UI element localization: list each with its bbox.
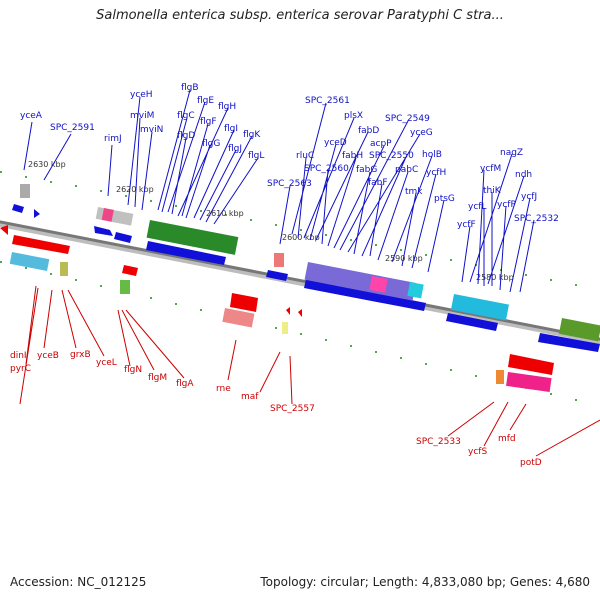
gene-label-SPC_2557: SPC_2557 [270,404,315,414]
gene-label-nagZ: nagZ [500,148,523,158]
gene-label-ycfJ: ycfJ [521,192,537,202]
gene-label-grxB: grxB [70,350,91,360]
gene-label-plsX: plsX [344,111,363,121]
gene-label-SPC_2533: SPC_2533 [416,437,461,447]
gene-label-potD: potD [520,458,542,468]
gene-label-flgA: flgA [176,379,194,389]
gene-label-yceL: yceL [96,358,117,368]
gene-label-yceH: yceH [130,90,153,100]
gene-label-yceG: yceG [410,128,433,138]
gene-label-flgL: flgL [248,151,264,161]
gene-label-SPC_2560: SPC_2560 [304,164,349,174]
gene-label-SPC_2550: SPC_2550 [369,151,414,161]
gene-label-yceA: yceA [20,111,43,121]
gene-label-flgI: flgI [224,124,238,134]
gene-label-flgE: flgE [197,96,214,106]
gene-label-ycfL: ycfL [468,202,486,212]
tick-label-2580: 2580 kbp [476,273,514,282]
gene-label-fabH: fabH [342,151,363,161]
forward-strand-genes [12,204,600,352]
gene-label-fabF: fabF [368,178,388,188]
gene-label-pyrC: pyrC [10,364,31,374]
gene-label-rne: rne [216,384,231,394]
gene-label-dinI: dinI [10,351,27,361]
reverse-gene-blocks [9,252,552,392]
gene-label-SPC_2532: SPC_2532 [514,214,559,224]
forward-leader-lines [23,89,535,293]
gene-label-ycfP: ycfP [497,200,516,210]
gene-label-tmk: tmk [405,187,423,197]
tick-marks [0,171,577,401]
gene-label-thiK: thiK [483,186,502,196]
gene-label-ycfF: ycfF [457,220,476,230]
forward-gene-blocks [20,184,600,342]
gene-label-fabD: fabD [358,126,379,136]
gene-label-flgF: flgF [200,117,217,127]
gene-label-SPC_2549: SPC_2549 [385,114,430,124]
gene-label-ndh: ndh [515,170,532,180]
tick-label-2630: 2630 kbp [28,160,66,169]
gene-label-yceD: yceD [324,138,347,148]
gene-label-SPC_2561: SPC_2561 [305,96,350,106]
gene-label-flgB: flgB [181,83,199,93]
map-title: Salmonella enterica subsp. enterica sero… [96,8,504,23]
tick-label-2620: 2620 kbp [116,185,154,194]
gene-label-flgD: flgD [177,131,195,141]
reverse-strand-genes [0,225,554,375]
gene-label-yceB: yceB [37,351,59,361]
gene-label-ptsG: ptsG [434,194,455,204]
gene-label-mviN: mviN [140,125,163,135]
gene-label-rluC: rluC [296,151,314,161]
gene-label-flgJ: flgJ [228,144,242,154]
tick-label-2600: 2600 kbp [282,233,320,242]
gene-label-SPC_2563: SPC_2563 [267,179,312,189]
gene-label-rimJ: rimJ [104,134,122,144]
accession-label: Accession: NC_012125 [10,575,147,589]
tick-label-2610: 2610 kbp [206,209,244,218]
gene-label-SPC_2591: SPC_2591 [50,123,95,133]
gene-label-holB: holB [422,150,442,160]
genome-summary: Topology: circular; Length: 4,833,080 bp… [260,575,590,589]
gene-label-flgK: flgK [243,130,261,140]
gene-label-flgH: flgH [218,102,236,112]
gene-label-ycfH: ycfH [426,168,446,178]
gene-label-flgM: flgM [148,373,167,383]
gene-label-flgN: flgN [124,365,142,375]
gene-label-fabG: fabG [356,165,377,175]
gene-label-ycfS: ycfS [468,447,487,457]
gene-label-acpP: acpP [370,139,392,149]
backbone-shadow [0,220,600,345]
gene-label-flgC: flgC [177,111,195,121]
gene-label-mviM: mviM [130,111,154,121]
genome-backbone [0,220,600,341]
gene-label-pabC: pabC [395,165,418,175]
gene-label-flgG: flgG [202,139,220,149]
gene-label-maf: maf [241,392,259,402]
reverse-leader-lines [19,285,600,457]
gene-label-ycfM: ycfM [480,164,501,174]
gene-label-mfd: mfd [498,434,516,444]
